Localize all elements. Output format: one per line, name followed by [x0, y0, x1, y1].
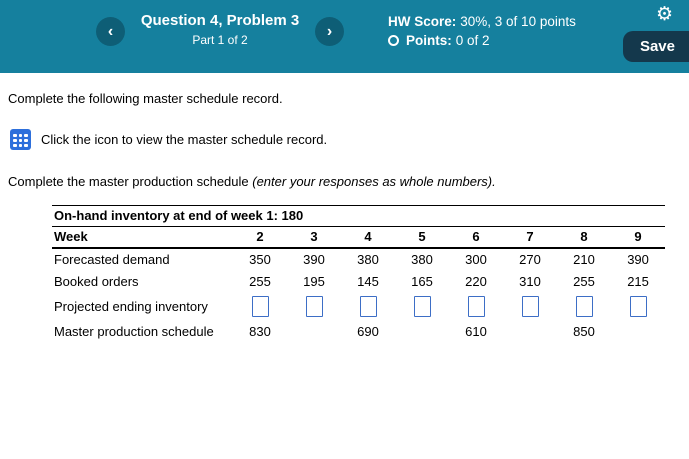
table-cell: 255 — [573, 274, 595, 289]
top-bar: ‹ Question 4, Problem 3 Part 1 of 2 › HW… — [0, 0, 689, 73]
week-col: 2 — [233, 226, 287, 249]
table-cell — [557, 293, 611, 321]
table-cell — [449, 293, 503, 321]
table-cell: 195 — [303, 274, 325, 289]
instruction-mps-text: Complete the master production schedule — [8, 174, 253, 189]
week-label: Week — [52, 226, 233, 249]
table-cell — [503, 321, 557, 343]
chevron-right-icon: › — [326, 23, 333, 40]
table-cell — [233, 293, 287, 321]
table-cell: 390 — [303, 252, 325, 267]
table-cell: 380 — [411, 252, 433, 267]
table-cell: 300 — [465, 252, 487, 267]
table-cell: 220 — [465, 274, 487, 289]
table-cell: 380 — [357, 252, 379, 267]
row-label: Master production schedule — [54, 324, 214, 339]
week-col: 8 — [557, 226, 611, 249]
projected-inventory-input-week6[interactable] — [467, 296, 485, 317]
next-question-button[interactable]: › — [315, 17, 344, 46]
hw-score-label: HW Score: — [388, 14, 457, 29]
forecasted-demand-row: Forecasted demand 350 390 380 380 300 27… — [52, 248, 665, 271]
table-cell — [395, 321, 449, 343]
hw-score-line: HW Score: 30%, 3 of 10 points — [388, 12, 576, 31]
projected-inventory-input-week7[interactable] — [521, 296, 539, 317]
table-cell: 610 — [465, 324, 487, 339]
points-label: Points: — [406, 33, 452, 48]
table-cell — [287, 321, 341, 343]
week-col: 6 — [449, 226, 503, 249]
week-col: 4 — [341, 226, 395, 249]
view-record-text: Click the icon to view the master schedu… — [41, 131, 328, 147]
save-button[interactable]: Save — [622, 31, 689, 62]
table-cell — [611, 321, 665, 343]
week-header-row: Week 2 3 4 5 6 7 8 9 — [52, 226, 666, 249]
table-cell: 850 — [573, 324, 595, 339]
table-cell: 145 — [357, 274, 379, 289]
master-schedule-table: On-hand inventory at end of week 1: 180 … — [52, 205, 666, 343]
week-col: 3 — [287, 226, 341, 249]
booked-orders-row: Booked orders 255 195 145 165 220 310 25… — [52, 271, 665, 293]
table-cell: 210 — [573, 252, 595, 267]
chevron-left-icon: ‹ — [107, 23, 114, 40]
row-label: Forecasted demand — [54, 252, 170, 267]
projected-inventory-input-week5[interactable] — [413, 296, 431, 317]
view-record-row: Click the icon to view the master schedu… — [8, 129, 681, 150]
table-cell: 390 — [627, 252, 649, 267]
week-col: 5 — [395, 226, 449, 249]
view-schedule-record-button[interactable] — [10, 129, 31, 150]
table-cell — [395, 293, 449, 321]
radio-circle-icon — [388, 35, 399, 46]
projected-inventory-input-week8[interactable] — [575, 296, 593, 317]
question-content: Complete the following master schedule r… — [0, 91, 689, 343]
table-grid-icon — [10, 129, 31, 150]
previous-question-button[interactable]: ‹ — [96, 17, 125, 46]
question-title: Question 4, Problem 3 — [140, 12, 300, 29]
instruction-mps-note: (enter your responses as whole numbers). — [252, 174, 496, 189]
table-cell: 270 — [519, 252, 541, 267]
points-value: 0 of 2 — [455, 33, 490, 48]
table-cell — [341, 293, 395, 321]
projected-inventory-input-week4[interactable] — [359, 296, 377, 317]
projected-inventory-input-week9[interactable] — [629, 296, 647, 317]
table-cell: 690 — [357, 324, 379, 339]
table-cell — [611, 293, 665, 321]
table-cell — [503, 293, 557, 321]
score-block: HW Score: 30%, 3 of 10 points Points: 0 … — [388, 12, 576, 50]
table-caption-row: On-hand inventory at end of week 1: 180 — [52, 205, 666, 227]
table-caption: On-hand inventory at end of week 1: 180 — [52, 205, 666, 227]
row-label: Booked orders — [54, 274, 139, 289]
table-cell — [287, 293, 341, 321]
table-cell: 215 — [627, 274, 649, 289]
table-cell: 165 — [411, 274, 433, 289]
points-line: Points: 0 of 2 — [388, 31, 576, 50]
settings-gear-icon[interactable]: ⚙ — [655, 3, 673, 25]
projected-inventory-input-week2[interactable] — [251, 296, 269, 317]
instruction-complete-record: Complete the following master schedule r… — [8, 91, 283, 106]
week-col: 7 — [503, 226, 557, 249]
hw-score-value: 30%, 3 of 10 points — [460, 14, 576, 29]
question-title-block: Question 4, Problem 3 Part 1 of 2 — [133, 12, 307, 48]
table-cell: 255 — [249, 274, 271, 289]
master-production-schedule-row: Master production schedule 830 690 610 8… — [52, 321, 665, 343]
projected-inventory-input-week3[interactable] — [305, 296, 323, 317]
week-col: 9 — [611, 226, 666, 249]
table-cell: 830 — [249, 324, 271, 339]
row-label: Projected ending inventory — [54, 299, 208, 314]
table-cell: 350 — [249, 252, 271, 267]
projected-ending-inventory-row: Projected ending inventory — [52, 293, 665, 321]
question-part-label: Part 1 of 2 — [192, 33, 248, 47]
instruction-mps: Complete the master production schedule … — [8, 174, 681, 190]
table-cell: 310 — [519, 274, 541, 289]
